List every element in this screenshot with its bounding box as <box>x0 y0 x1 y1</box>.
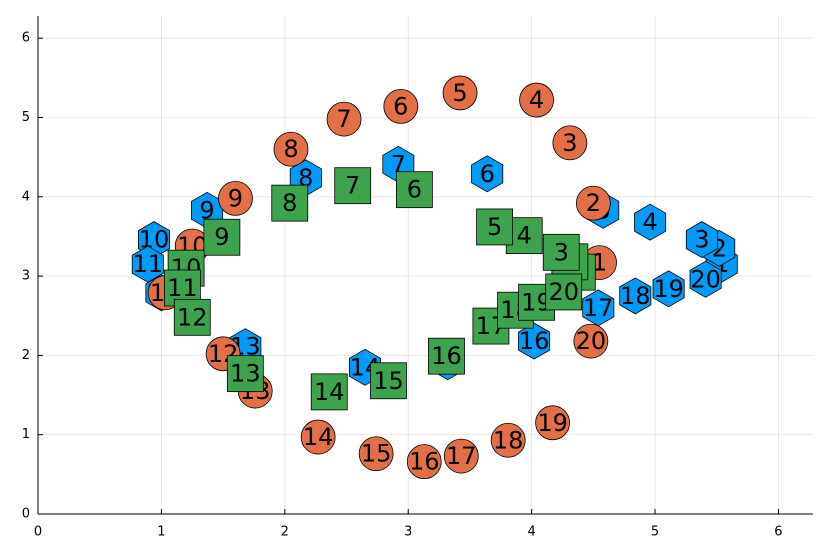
x-tick-label: 2 <box>281 525 289 540</box>
point-label: 15 <box>373 367 404 395</box>
point-label: 19 <box>653 275 684 303</box>
marker-circle <box>406 444 442 480</box>
point-label: 6 <box>393 92 408 120</box>
marker-circle <box>273 131 309 167</box>
point-label: 4 <box>517 222 532 250</box>
point-label: 8 <box>282 189 297 217</box>
point-label: 3 <box>562 129 577 157</box>
point-label: 6 <box>480 160 495 188</box>
point-label: 3 <box>554 238 569 266</box>
marker-square <box>334 167 372 205</box>
point-label: 15 <box>361 440 392 468</box>
marker-square <box>428 337 465 375</box>
x-tick-label: 6 <box>774 525 782 540</box>
point-label: 16 <box>431 342 462 370</box>
x-tick-label: 0 <box>34 525 42 540</box>
marker-circle <box>383 89 419 124</box>
point-label: 4 <box>529 86 544 114</box>
x-tick-label: 1 <box>157 525 165 540</box>
point-label: 9 <box>199 196 214 224</box>
point-label: 17 <box>583 294 614 322</box>
marker-circle <box>443 438 479 474</box>
point-label: 20 <box>576 327 607 355</box>
marker-square <box>476 208 514 246</box>
point-label: 7 <box>336 105 351 133</box>
marker-hexagon <box>471 155 504 193</box>
point-label: 13 <box>230 360 261 388</box>
marker-hexagon <box>518 322 551 360</box>
marker-circle <box>218 180 253 216</box>
y-tick-label: 1 <box>22 427 30 442</box>
point-label: 6 <box>407 176 422 204</box>
x-tick-label: 5 <box>651 525 659 540</box>
x-tick-label: 4 <box>527 525 535 540</box>
point-label: 9 <box>228 184 243 212</box>
marker-circle <box>358 436 394 472</box>
marker-square <box>395 171 433 209</box>
point-label: 5 <box>487 213 502 241</box>
point-label: 5 <box>452 79 467 107</box>
point-label: 4 <box>642 208 657 236</box>
point-label: 20 <box>548 278 579 306</box>
point-label: 18 <box>493 426 524 454</box>
point-label: 14 <box>303 423 334 451</box>
point-label: 16 <box>409 448 440 476</box>
point-label: 16 <box>519 327 550 355</box>
marker-circle <box>573 323 609 359</box>
marker-circle <box>519 82 554 118</box>
point-label: 11 <box>167 274 198 302</box>
marker-circle <box>535 405 571 441</box>
point-label: 18 <box>620 282 651 310</box>
marker-square <box>173 298 211 336</box>
y-tick-label: 5 <box>22 110 30 125</box>
y-tick-label: 2 <box>22 348 30 363</box>
marker-square <box>203 218 241 256</box>
marker-square <box>310 373 348 411</box>
marker-square <box>271 184 309 222</box>
marker-circle <box>490 422 526 458</box>
marker-hexagon <box>689 260 722 298</box>
point-label: 12 <box>177 303 208 331</box>
marker-hexagon <box>685 221 718 259</box>
marker-hexagon <box>652 270 685 308</box>
marker-hexagon <box>619 277 652 315</box>
point-label: 20 <box>690 265 721 293</box>
marker-circle <box>442 75 478 111</box>
point-label: 2 <box>586 189 601 217</box>
x-tick-label: 3 <box>404 525 412 540</box>
y-tick-label: 0 <box>22 507 30 522</box>
marker-square <box>545 273 583 311</box>
point-label: 14 <box>314 378 345 406</box>
point-label: 17 <box>446 442 477 470</box>
marker-circle <box>326 101 362 137</box>
point-label: 7 <box>345 172 360 200</box>
marker-circle <box>552 125 588 161</box>
marker-square <box>226 355 264 393</box>
y-tick-label: 3 <box>22 269 30 284</box>
y-tick-label: 6 <box>22 31 30 46</box>
point-label: 19 <box>537 409 568 437</box>
point-label: 8 <box>283 135 298 163</box>
point-label: 9 <box>214 223 229 251</box>
point-label: 11 <box>133 250 164 278</box>
y-tick-label: 4 <box>22 189 30 204</box>
marker-square <box>370 362 407 400</box>
marker-square <box>542 233 580 271</box>
point-label: 3 <box>694 226 709 254</box>
marker-circle <box>575 185 611 221</box>
marker-hexagon <box>634 203 667 241</box>
marker-circle <box>300 419 336 455</box>
